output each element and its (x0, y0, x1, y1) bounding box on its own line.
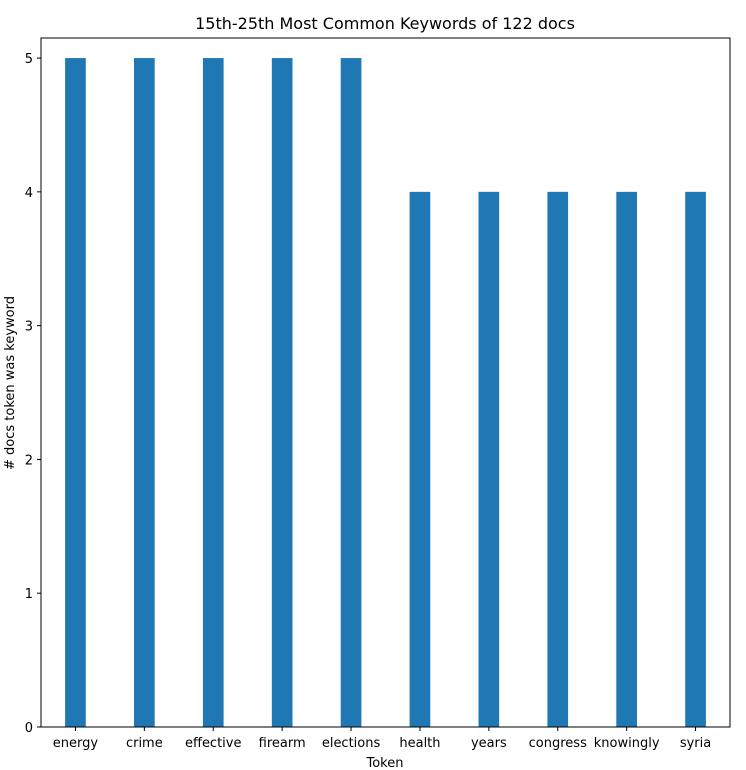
bar-knowingly (616, 191, 637, 728)
bar-syria (685, 191, 706, 728)
y-tick-label: 3 (25, 320, 33, 335)
x-tick-label: health (399, 736, 440, 751)
bar-crime (134, 58, 155, 727)
bars-layer (65, 58, 706, 728)
x-tick-label: effective (185, 736, 242, 751)
bar-energy (65, 58, 86, 727)
y-axis-label: # docs token was keyword (3, 296, 18, 470)
bar-health (409, 191, 431, 728)
x-tick-label: years (471, 736, 507, 751)
x-tick-label: crime (126, 736, 163, 751)
chart-title: 15th-25th Most Common Keywords of 122 do… (195, 14, 575, 33)
x-tick-label: energy (53, 736, 99, 751)
x-tick-label: firearm (259, 736, 306, 751)
y-tick-label: 1 (25, 587, 33, 602)
x-tick-label: congress (529, 736, 587, 751)
bar-effective (202, 58, 224, 727)
bar-congress (547, 191, 569, 728)
y-tick-label: 4 (25, 186, 33, 201)
x-tick-label: elections (322, 736, 381, 751)
y-tick-label: 5 (25, 52, 33, 67)
x-tick-label: syria (680, 736, 711, 751)
bar-elections (340, 58, 362, 727)
y-tick-label: 2 (25, 453, 33, 468)
bar-years (478, 191, 500, 728)
x-tick-label: knowingly (594, 736, 660, 751)
y-tick-label: 0 (25, 721, 33, 736)
x-axis-label: Token (366, 756, 404, 770)
x-axis-ticks: energy crime effective firearm elections heal… (53, 727, 711, 751)
bar-firearm (271, 58, 293, 727)
y-axis-ticks: 0 1 2 3 4 5 (25, 52, 41, 736)
plot-frame (40, 37, 731, 728)
